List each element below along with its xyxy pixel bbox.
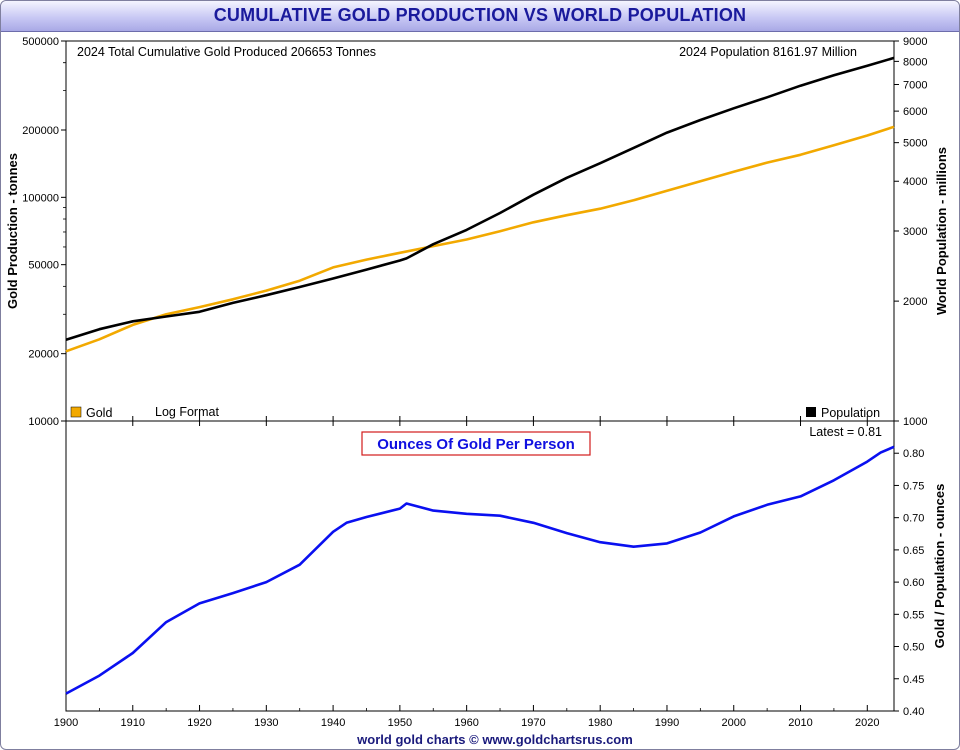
left-axis-tick-label: 20000 <box>28 349 59 361</box>
population-total-annotation: 2024 Population 8161.97 Million <box>679 45 857 59</box>
population-legend-swatch <box>806 407 816 417</box>
right-axis-tick-label: 2000 <box>903 296 927 308</box>
right-axis-tick-label: 9000 <box>903 36 927 48</box>
ratio-axis-tick-label: 0.45 <box>903 674 924 686</box>
ratio-axis-tick-label: 0.55 <box>903 609 924 621</box>
x-axis-tick-label: 1920 <box>187 717 211 729</box>
x-axis-tick-label: 1990 <box>655 717 679 729</box>
lower-plot-frame <box>65 420 895 712</box>
x-axis-tick-label: 1980 <box>588 717 612 729</box>
ratio-title-box <box>361 431 591 456</box>
gold-per-person-line <box>65 445 895 695</box>
axis-ticks: 10000 20000 50000 100000 200000 500000 1000 200… <box>22 36 927 729</box>
footer-credit: world gold charts © www.goldchartsrus.co… <box>357 732 633 747</box>
right-axis-tick-label: 5000 <box>903 138 927 150</box>
x-axis-tick-label: 1970 <box>521 717 545 729</box>
latest-value-annotation: Latest = 0.81 <box>809 425 882 439</box>
right-axis-tick-label: 6000 <box>903 106 927 118</box>
x-axis-tick-label: 1910 <box>121 717 145 729</box>
ratio-axis-tick-label: 0.50 <box>903 642 924 654</box>
x-axis-tick-label: 1930 <box>254 717 278 729</box>
left-axis-tick-label: 500000 <box>22 36 59 48</box>
right-axis-label: World Population - millions <box>934 147 949 315</box>
upper-plot-frame <box>65 40 895 422</box>
ratio-axis-tick-label: 0.80 <box>903 448 924 460</box>
left-axis-tick-label: 50000 <box>28 260 59 272</box>
gold-total-annotation: 2024 Total Cumulative Gold Produced 2066… <box>77 45 376 59</box>
x-axis-tick-label: 2010 <box>788 717 812 729</box>
right-axis-tick-label: 7000 <box>903 79 927 91</box>
ratio-axis-label: Gold / Population - ounces <box>932 484 947 649</box>
population-line <box>65 56 895 341</box>
log-format-note: Log Format <box>155 405 219 419</box>
chart-title: CUMULATIVE GOLD PRODUCTION VS WORLD POPU… <box>213 5 747 25</box>
gold-legend-label: Gold <box>86 406 112 420</box>
right-axis-tick-label: 4000 <box>903 176 927 188</box>
ratio-axis-tick-label: 0.75 <box>903 480 924 492</box>
ratio-axis-tick-label: 0.40 <box>903 706 924 718</box>
x-axis-tick-label: 1940 <box>321 717 345 729</box>
title-bar: CUMULATIVE GOLD PRODUCTION VS WORLD POPU… <box>1 1 959 32</box>
left-axis-tick-label: 200000 <box>22 125 59 137</box>
ratio-axis-tick-label: 0.65 <box>903 545 924 557</box>
ratio-title: Ounces Of Gold Per Person <box>377 436 575 453</box>
x-axis-tick-label: 1960 <box>454 717 478 729</box>
left-axis-tick-label: 10000 <box>28 416 59 428</box>
ratio-axis-tick-label: 0.60 <box>903 577 924 589</box>
right-axis-tick-label: 1000 <box>903 416 927 428</box>
series-lines <box>65 56 895 695</box>
x-axis-tick-label: 1900 <box>54 717 78 729</box>
x-axis-tick-label: 2000 <box>721 717 745 729</box>
gold-legend-swatch <box>70 406 82 418</box>
population-legend-label: Population <box>821 406 880 420</box>
gold-production-line <box>65 125 895 353</box>
left-axis-label: Gold Production - tonnes <box>5 153 20 309</box>
ratio-axis-tick-label: 0.70 <box>903 513 924 525</box>
left-axis-tick-label: 100000 <box>22 192 59 204</box>
right-axis-tick-label: 8000 <box>903 56 927 68</box>
x-axis-tick-label: 2020 <box>855 717 879 729</box>
x-axis-tick-label: 1950 <box>388 717 412 729</box>
right-axis-tick-label: 3000 <box>903 226 927 238</box>
